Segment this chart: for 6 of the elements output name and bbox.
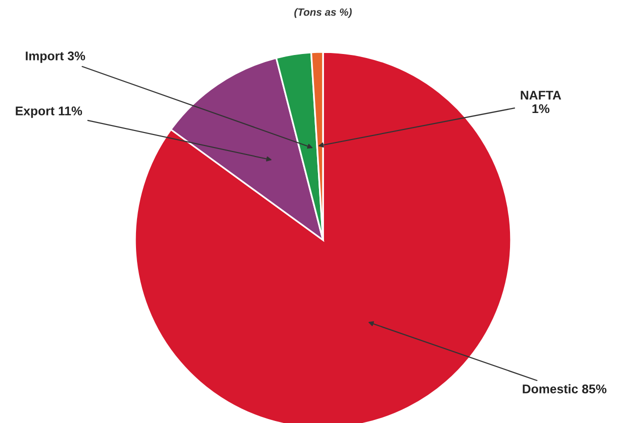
- slice-label: Domestic 85%: [522, 384, 606, 394]
- slice-label: Export 11%: [16, 106, 82, 118]
- chart-title: (Tons as %): [294, 8, 352, 18]
- slice-label: NAFTA: [520, 90, 562, 100]
- data-label: 1%: [532, 104, 550, 114]
- slice-label: Import 3%: [26, 52, 86, 63]
